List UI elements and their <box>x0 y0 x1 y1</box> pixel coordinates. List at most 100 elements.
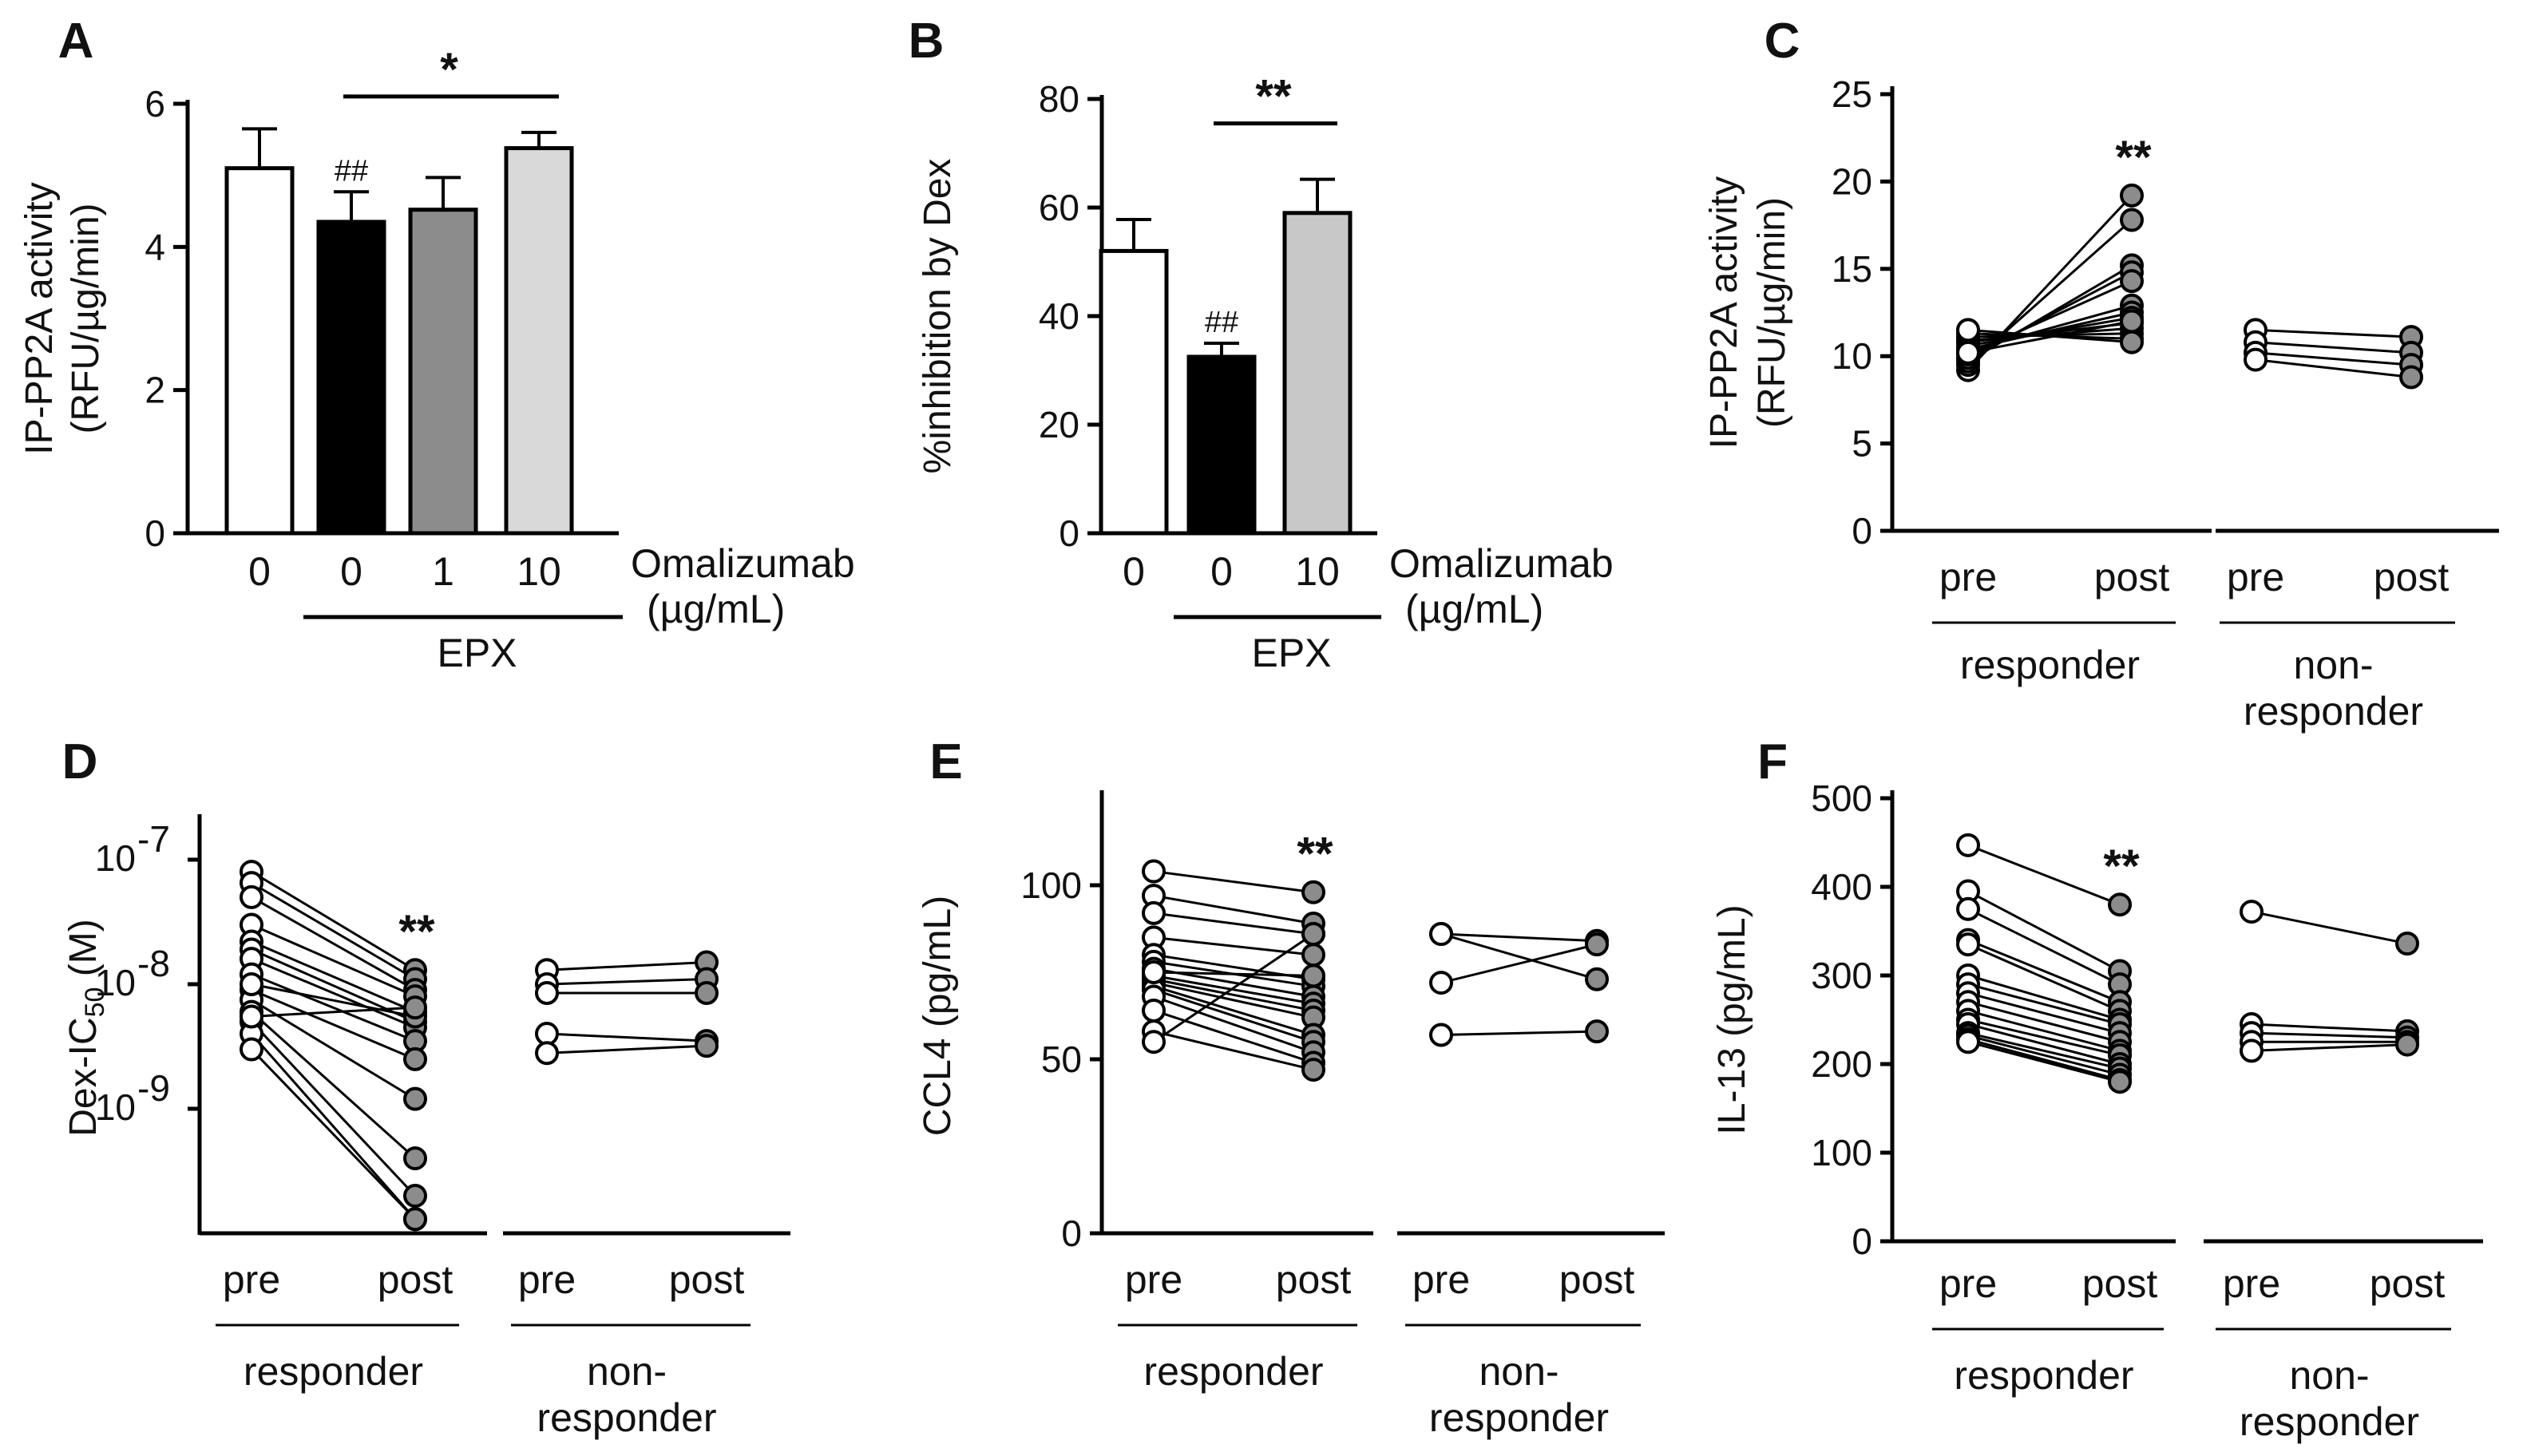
x-label-post: post <box>378 1257 454 1302</box>
post-point <box>1585 1019 1609 1044</box>
post-point <box>2120 309 2144 334</box>
pre-point <box>240 1037 263 1062</box>
pair-line <box>1967 1009 2121 1052</box>
y-tick-label: 10 <box>95 837 136 879</box>
pre-point <box>535 1041 559 1066</box>
x-label-pre: pre <box>1412 1257 1470 1302</box>
y-tick-label: 20 <box>1832 160 1872 202</box>
pair-line <box>1967 974 2121 1021</box>
treatment-unit: (µg/mL) <box>1405 587 1543 631</box>
pair-line <box>1967 1023 2121 1066</box>
x-label-pre: pre <box>518 1257 576 1302</box>
pair-line <box>1153 981 1314 1019</box>
pair-line <box>1967 890 2121 972</box>
significance-marker: ** <box>1297 829 1333 880</box>
panel-letter-B: B <box>909 14 945 69</box>
bar <box>1186 354 1257 536</box>
significance-marker: ** <box>2103 841 2140 892</box>
post-point <box>1301 963 1325 988</box>
post-point <box>2108 892 2132 917</box>
pair-line <box>251 973 416 1043</box>
x-label-post: post <box>2370 1261 2446 1306</box>
pair-line <box>251 957 416 1029</box>
pair-line <box>1440 1030 1598 1036</box>
treatment-label: Omalizumab <box>1389 541 1614 586</box>
pair-line <box>251 1006 416 1018</box>
group-label: non- <box>1479 1349 1559 1394</box>
hash-marker: ## <box>335 154 368 188</box>
post-point <box>403 1184 427 1209</box>
x-tick-label: 10 <box>1295 549 1340 594</box>
pair-line <box>251 988 416 1061</box>
y-axis-label: CCL4 (pg/mL) <box>917 896 959 1136</box>
pair-line <box>1967 1000 2121 1043</box>
pre-point <box>240 884 263 909</box>
x-tick-label: 0 <box>1210 549 1233 594</box>
pair-line <box>1153 912 1314 936</box>
significance-marker: ** <box>398 906 435 958</box>
y-tick-label: 100 <box>1811 1132 1872 1173</box>
post-point <box>695 980 719 1005</box>
pre-point <box>240 971 263 996</box>
y-axis-label: %inhibition by Dex <box>917 159 959 474</box>
pair-line <box>1967 983 2121 1026</box>
pre-point <box>1956 1030 1980 1054</box>
pair-line <box>250 1033 417 1221</box>
y-tick-label: 60 <box>1039 187 1079 228</box>
pre-point <box>1142 900 1166 925</box>
x-tick-label: 0 <box>1123 549 1145 594</box>
pre-point <box>535 1022 559 1046</box>
group-label: non- <box>2289 1353 2369 1398</box>
y-tick-label: 50 <box>1041 1039 1082 1080</box>
pair-line <box>2255 341 2412 354</box>
pair-line <box>1967 991 2121 1035</box>
y-tick-label: 5 <box>1852 423 1872 465</box>
post-point <box>2120 269 2144 294</box>
post-point <box>2395 932 2419 956</box>
x-label-post: post <box>2082 1261 2158 1306</box>
pair-line <box>1967 908 2121 986</box>
treatment-label: Omalizumab <box>631 541 855 586</box>
pair-line <box>2251 1031 2408 1039</box>
y-tick-exponent: -9 <box>137 1067 170 1109</box>
pair-line <box>251 881 416 980</box>
pair-line <box>1153 971 1314 977</box>
pair-line <box>1967 1035 2121 1076</box>
y-tick-label: 0 <box>1852 510 1872 552</box>
panel-letter-A: A <box>58 14 94 69</box>
y-axis-label: Dex-IC50 (M) <box>62 919 110 1136</box>
pre-point <box>1956 896 1980 921</box>
pair-line <box>1153 988 1314 1043</box>
bar <box>504 146 574 536</box>
post-point <box>403 1046 427 1071</box>
y-tick-label: 4 <box>145 226 165 267</box>
pair-line <box>546 1032 707 1043</box>
y-tick-label: 0 <box>145 512 165 554</box>
pre-point <box>1142 859 1166 884</box>
significance-marker: * <box>440 44 458 96</box>
pre-point <box>2240 900 2264 924</box>
pre-point <box>240 1004 263 1029</box>
group-label: responder <box>2240 1399 2419 1444</box>
pair-line <box>1153 932 1314 1043</box>
pre-point <box>1429 1023 1453 1047</box>
x-label-post: post <box>1276 1257 1352 1302</box>
pre-point <box>1956 833 1980 857</box>
x-label-pre: pre <box>2227 555 2284 599</box>
y-axis-label: IP-PP2A activity <box>1703 176 1745 449</box>
x-tick-label: 10 <box>517 549 561 594</box>
pre-point <box>1429 971 1453 995</box>
pair-line <box>2255 328 2412 338</box>
y-tick-label: 0 <box>1059 512 1079 554</box>
bar <box>1099 248 1169 536</box>
treatment-unit: (µg/mL) <box>647 587 785 631</box>
x-label-post: post <box>2094 555 2170 599</box>
pair-line <box>251 983 416 1018</box>
pair-line <box>2251 910 2408 945</box>
y-tick-label: 0 <box>1061 1213 1082 1254</box>
y-tick-label: 500 <box>1811 777 1872 819</box>
x-label-post: post <box>2374 555 2450 599</box>
y-axis-label: IL-13 (pg/mL) <box>1711 904 1753 1134</box>
bar <box>408 208 478 536</box>
